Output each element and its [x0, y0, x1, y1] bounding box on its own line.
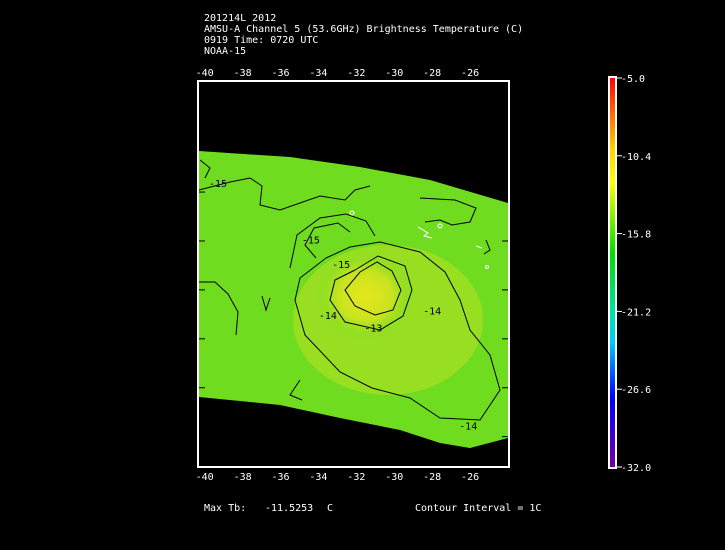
- lat-label-right: 38: [510, 235, 521, 247]
- lat-label-left: 44: [186, 88, 197, 100]
- contour-label: -15: [302, 235, 320, 246]
- lon-label-bottom: -32: [347, 472, 365, 483]
- header-line-1: 201214L 2012: [204, 13, 277, 24]
- lon-label-top: -30: [385, 68, 403, 79]
- lon-label-top: -40: [196, 68, 214, 79]
- cold-spots: [349, 210, 489, 269]
- lon-label-bottom: -30: [385, 472, 403, 483]
- warm-core: [315, 251, 415, 341]
- lat-label-left: 34: [186, 333, 197, 345]
- lon-label-top: -34: [309, 68, 327, 79]
- contour-label: -15: [209, 179, 227, 190]
- lat-label-left: 32: [186, 382, 197, 394]
- colorbar-label: -15.8: [621, 230, 651, 241]
- lat-label-right: 40: [510, 186, 521, 198]
- colorbar: [610, 78, 615, 467]
- lat-label-left: 30: [186, 431, 197, 443]
- lon-label-bottom: -38: [234, 472, 252, 483]
- colorbar-label: -26.6: [621, 385, 651, 396]
- lon-label-bottom: -26: [461, 472, 479, 483]
- max-tb-value: -11.5253: [265, 503, 314, 514]
- lon-label-top: -36: [271, 68, 289, 79]
- max-tb-unit: C: [327, 503, 334, 514]
- lat-label-left: 40: [186, 186, 197, 198]
- max-tb-label: Max Tb:: [204, 503, 247, 514]
- contour-label: -14: [423, 306, 441, 317]
- header-line-2: AMSU-A Channel 5 (53.6GHz) Brightness Te…: [204, 24, 524, 35]
- lon-label-top: -32: [347, 68, 365, 79]
- lon-label-bottom: -36: [271, 472, 289, 483]
- contour-label: -14: [319, 311, 337, 322]
- lat-label-right: 44: [510, 88, 521, 100]
- colorbar-label: -21.2: [621, 307, 651, 318]
- lon-label-bottom: -28: [423, 472, 441, 483]
- contour-lines: [198, 159, 501, 421]
- contour-interval: Contour Interval = 1C: [415, 503, 542, 514]
- lon-label-bottom: -40: [196, 472, 214, 483]
- lon-label-top: -28: [423, 68, 441, 79]
- colorbar-label: -32.0: [621, 463, 651, 474]
- colorbar-label: -10.4: [621, 152, 651, 163]
- header-line-4: NOAA-15: [204, 46, 247, 57]
- header-line-3: 0919 Time: 0720 UTC: [204, 35, 319, 46]
- colorbar-label: -5.0: [621, 74, 645, 85]
- lat-label-right: 36: [510, 284, 521, 296]
- lat-label-left: 38: [186, 235, 197, 247]
- lat-label-left: 36: [186, 284, 197, 296]
- lat-label-left: 42: [186, 137, 197, 149]
- lat-label-right: 30: [510, 431, 521, 443]
- lat-label-right: 42: [510, 137, 521, 149]
- contour-label: -14: [459, 421, 477, 432]
- lat-label-right: 32: [510, 382, 521, 394]
- lat-label-right: 34: [510, 333, 521, 345]
- lon-label-bottom: -34: [309, 472, 327, 483]
- contour-label: -13: [364, 323, 382, 334]
- contour-label: -15: [332, 260, 350, 271]
- lon-label-top: -26: [461, 68, 479, 79]
- lon-label-top: -38: [234, 68, 252, 79]
